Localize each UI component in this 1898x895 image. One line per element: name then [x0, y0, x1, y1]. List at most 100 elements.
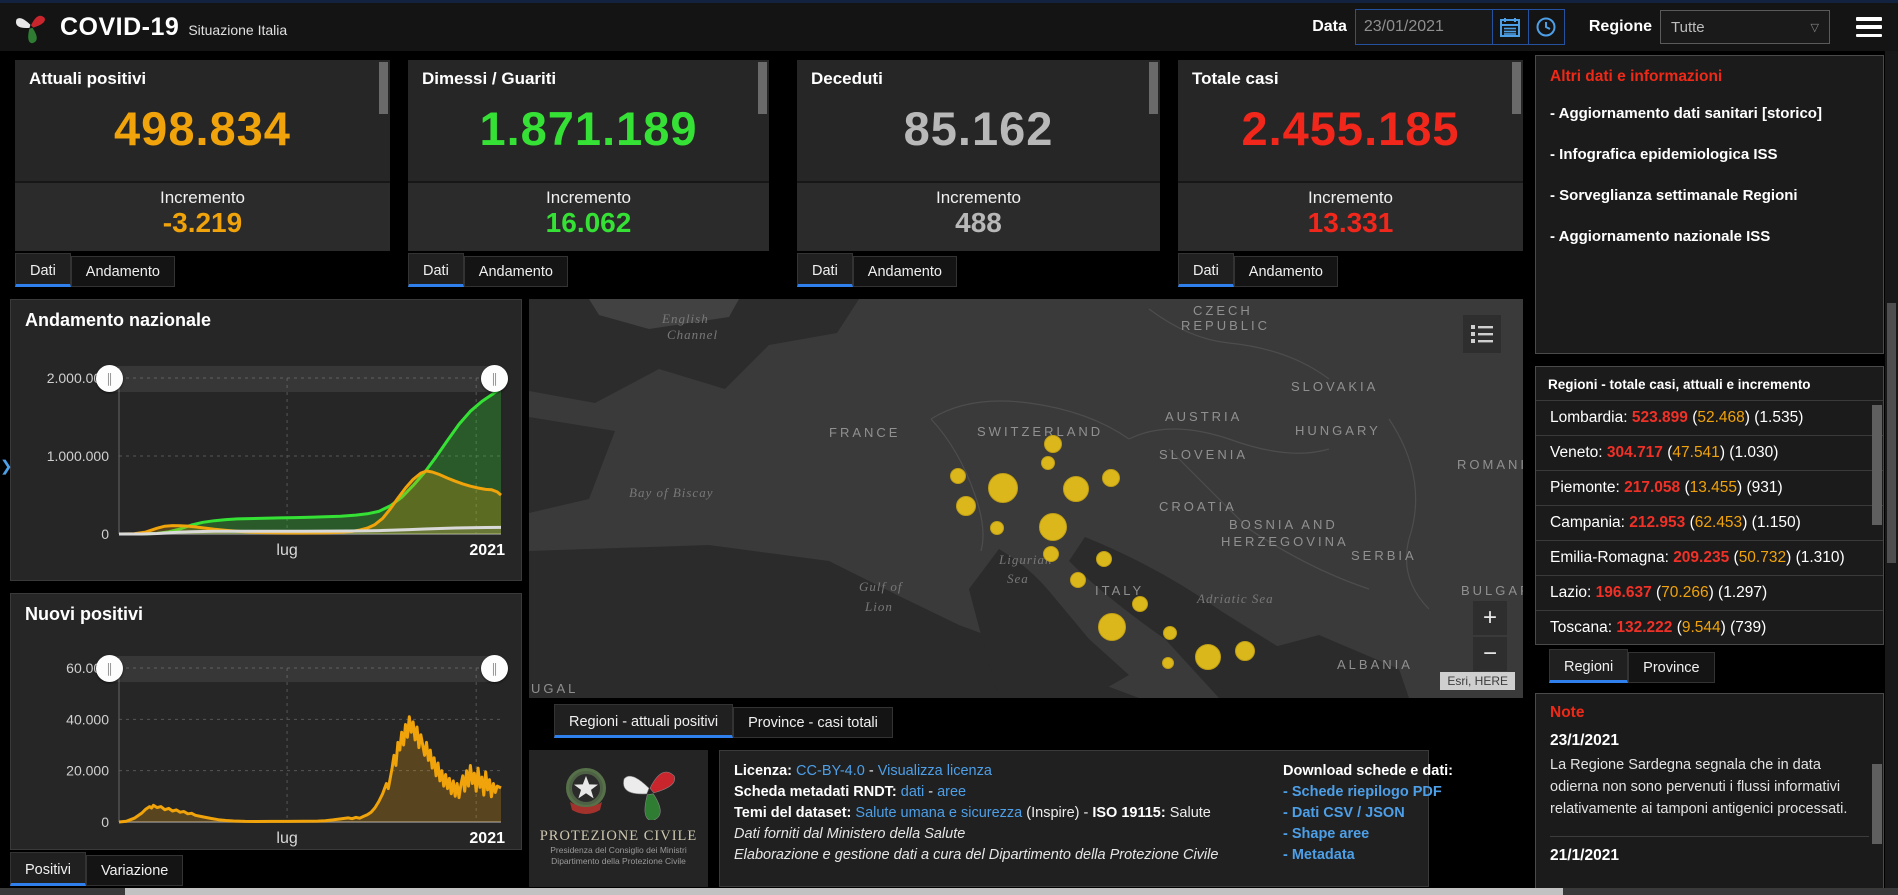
region-data-bubble[interactable] [1070, 572, 1086, 588]
region-data-bubble[interactable] [1063, 476, 1089, 502]
presidenza-line: Presidenza del Consiglio dei Ministri [550, 845, 687, 856]
regions-scrollbar[interactable] [1872, 405, 1882, 525]
tab-regioni[interactable]: Regioni [1549, 649, 1628, 683]
download-link[interactable]: - Metadata [1283, 845, 1433, 866]
note-scrollbar[interactable] [1872, 764, 1882, 844]
card-scrollbar[interactable] [758, 62, 767, 114]
info-link[interactable]: - Sorveglianza settimanale Regioni [1550, 186, 1869, 206]
expand-panel-chevron[interactable]: ❯ [0, 451, 16, 481]
calendar-button[interactable] [1492, 10, 1528, 44]
time-range-slider[interactable] [109, 656, 495, 682]
card-value: 1.871.189 [408, 101, 769, 156]
slider-handle-right[interactable]: ∥ [481, 655, 508, 682]
region-data-bubble[interactable] [1163, 626, 1177, 640]
region-data-bubble[interactable] [988, 473, 1018, 503]
tab-province-casi-totali[interactable]: Province - casi totali [733, 707, 893, 738]
cc-by-link[interactable]: CC-BY-4.0 [796, 763, 865, 779]
download-link[interactable]: - Shape aree [1283, 824, 1433, 845]
region-data-bubble[interactable] [1096, 551, 1112, 567]
card-scrollbar[interactable] [1149, 62, 1158, 114]
tab-dati[interactable]: Dati [797, 253, 853, 287]
region-data-bubble[interactable] [1043, 546, 1059, 562]
region-data-bubble[interactable] [1044, 435, 1062, 453]
region-data-bubble[interactable] [1132, 596, 1148, 612]
region-data-bubble[interactable] [1235, 641, 1255, 661]
region-label: Regione [1589, 18, 1652, 36]
aree-link[interactable]: aree [937, 784, 966, 800]
scrollbar-thumb[interactable] [125, 888, 1563, 895]
map-legend-button[interactable] [1463, 315, 1501, 353]
slider-handle-left[interactable]: ∥ [96, 655, 123, 682]
tab-dati[interactable]: Dati [1178, 253, 1234, 287]
paren: ) [1796, 514, 1801, 531]
region-current-positives: 52.468 [1697, 409, 1744, 426]
region-name: Lazio: [1550, 584, 1596, 601]
tab-andamento[interactable]: Andamento [1234, 256, 1338, 287]
map-zoom-out-button[interactable]: − [1473, 637, 1507, 671]
download-link[interactable]: - Dati CSV / JSON [1283, 803, 1433, 824]
region-data-bubble[interactable] [1102, 469, 1120, 487]
region-row[interactable]: Emilia-Romagna: 209.235 (50.732) (1.310) [1536, 540, 1883, 575]
slider-handle-right[interactable]: ∥ [481, 365, 508, 392]
paren: ) ( [1786, 549, 1801, 566]
tab-province[interactable]: Province [1628, 652, 1714, 683]
page-horizontal-scrollbar[interactable] [0, 888, 1898, 895]
date-input[interactable]: 23/01/2021 [1356, 10, 1492, 44]
page-subtitle: Situazione Italia [188, 22, 287, 38]
card-scrollbar[interactable] [1512, 62, 1521, 114]
regions-list-title: Regioni - totale casi, attuali e increme… [1536, 367, 1883, 400]
time-button[interactable] [1528, 10, 1564, 44]
region-data-bubble[interactable] [1098, 613, 1126, 641]
region-data-bubble[interactable] [1039, 513, 1067, 541]
scrollbar-thumb[interactable] [1887, 303, 1896, 563]
region-select[interactable]: Tutte ▽ [1660, 10, 1830, 44]
tab-dati[interactable]: Dati [408, 253, 464, 287]
region-data-bubble[interactable] [956, 496, 976, 516]
info-link[interactable]: - Aggiornamento nazionale ISS [1550, 227, 1869, 247]
region-total-cases: 132.222 [1616, 619, 1672, 636]
protezione-civile-name: PROTEZIONE CIVILE [540, 828, 698, 845]
map-zoom-in-button[interactable]: + [1473, 601, 1507, 635]
download-link[interactable]: - Schede riepilogo PDF [1283, 782, 1433, 803]
paren: ( [1688, 409, 1697, 426]
tab-dati[interactable]: Dati [15, 253, 71, 287]
tab-andamento[interactable]: Andamento [464, 256, 568, 287]
map-attribution: Esri, HERE [1440, 672, 1515, 690]
tab-andamento[interactable]: Andamento [71, 256, 175, 287]
menu-button[interactable] [1856, 17, 1882, 37]
info-link[interactable]: - Aggiornamento dati sanitari [storico] [1550, 104, 1869, 124]
download-section: Download schede e dati: - Schede riepilo… [1283, 761, 1433, 866]
time-range-slider[interactable] [109, 366, 495, 392]
region-row[interactable]: Piemonte: 217.058 (13.455) (931) [1536, 470, 1883, 505]
tab-regioni-attuali-positivi[interactable]: Regioni - attuali positivi [554, 704, 733, 738]
slider-handle-left[interactable]: ∥ [96, 365, 123, 392]
region-data-bubble[interactable] [1195, 644, 1221, 670]
tab-andamento[interactable]: Andamento [853, 256, 957, 287]
card-title: Totale casi [1178, 60, 1523, 89]
region-data-bubble[interactable] [990, 521, 1004, 535]
stat-card-dimessi-guariti: Dimessi / Guariti1.871.189Incremento16.0… [408, 60, 769, 251]
italy-map[interactable]: EnglishChannelFRANCEBay of BiscaySWITZER… [529, 299, 1523, 698]
page-vertical-scrollbar[interactable] [1885, 51, 1898, 895]
dati-link[interactable]: dati [901, 784, 924, 800]
svg-text:2021: 2021 [469, 830, 505, 847]
region-row[interactable]: Lombardia: 523.899 (52.468) (1.535) [1536, 400, 1883, 435]
info-link[interactable]: - Infografica epidemiologica ISS [1550, 145, 1869, 165]
tab-positivi[interactable]: Positivi [10, 852, 86, 886]
region-data-bubble[interactable] [950, 468, 966, 484]
paren: ) [1761, 619, 1766, 636]
visualizza-licenza-link[interactable]: Visualizza licenza [878, 763, 992, 779]
region-row[interactable]: Toscana: 132.222 (9.544) (739) [1536, 610, 1883, 645]
region-row[interactable]: Veneto: 304.717 (47.541) (1.030) [1536, 435, 1883, 470]
card-value: 2.455.185 [1178, 101, 1523, 156]
region-row[interactable]: Lazio: 196.637 (70.266) (1.297) [1536, 575, 1883, 610]
note-title: Note [1550, 704, 1869, 722]
tab-variazione[interactable]: Variazione [86, 855, 183, 886]
region-data-bubble[interactable] [1162, 657, 1174, 669]
card-tabs: DatiAndamento [408, 252, 568, 287]
card-scrollbar[interactable] [379, 62, 388, 114]
region-row[interactable]: Campania: 212.953 (62.453) (1.150) [1536, 505, 1883, 540]
increment-value: 13.331 [1178, 208, 1523, 238]
salute-umana-link[interactable]: Salute umana e sicurezza [855, 805, 1022, 821]
region-data-bubble[interactable] [1041, 456, 1055, 470]
